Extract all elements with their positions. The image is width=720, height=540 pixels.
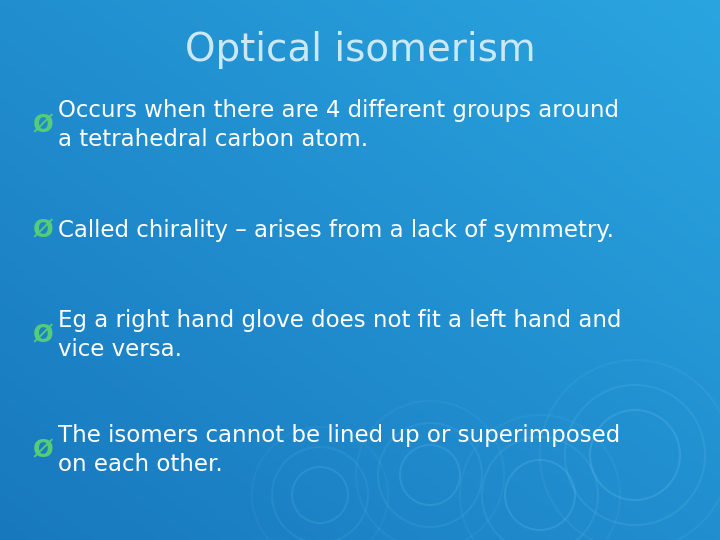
Text: Occurs when there are 4 different groups around: Occurs when there are 4 different groups… xyxy=(58,99,619,122)
Text: Optical isomerism: Optical isomerism xyxy=(185,31,535,69)
Text: Called chirality – arises from a lack of symmetry.: Called chirality – arises from a lack of… xyxy=(58,219,614,241)
Text: Ø: Ø xyxy=(32,113,53,137)
Text: a tetrahedral carbon atom.: a tetrahedral carbon atom. xyxy=(58,128,368,151)
Text: Ø: Ø xyxy=(32,438,53,462)
Text: Ø: Ø xyxy=(32,323,53,347)
Text: Ø: Ø xyxy=(32,218,53,242)
Text: Eg a right hand glove does not fit a left hand and: Eg a right hand glove does not fit a lef… xyxy=(58,309,621,332)
Text: vice versa.: vice versa. xyxy=(58,338,182,361)
Text: on each other.: on each other. xyxy=(58,453,222,476)
Text: The isomers cannot be lined up or superimposed: The isomers cannot be lined up or superi… xyxy=(58,424,620,447)
